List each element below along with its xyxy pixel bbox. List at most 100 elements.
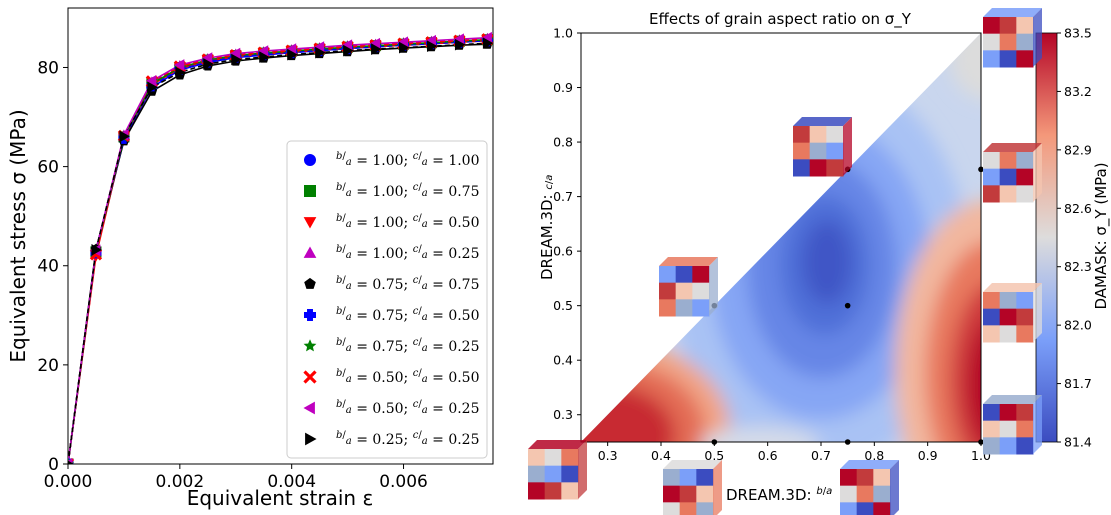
legend-label: b/a = 1.00; c/a = 0.25 [336, 244, 480, 262]
microstructure-cube [983, 283, 1042, 343]
legend-label: b/a = 0.50; c/a = 0.25 [336, 399, 480, 417]
right-x-tick-label: 0.4 [651, 448, 671, 463]
left-y-tick-label: 40 [37, 257, 59, 277]
right-chart-title: Effects of grain aspect ratio on σ_Y [649, 10, 912, 29]
right-x-tick-label: 0.3 [598, 448, 618, 463]
colorbar-tick-label: 82.6 [1064, 201, 1092, 216]
data-point [304, 154, 316, 166]
left-y-tick-label: 20 [37, 356, 59, 376]
data-point [454, 38, 466, 51]
legend-label: b/a = 1.00; c/a = 0.50 [336, 213, 480, 231]
aspect-ratio-contour-chart: Effects of grain aspect ratio on σ_Y [528, 8, 1111, 515]
colorbar-tick-label: 81.4 [1064, 435, 1092, 450]
right-y-tick-label: 1.0 [553, 26, 573, 41]
data-point [119, 130, 130, 143]
colorbar: 81.4 81.7 82.0 82.3 82.6 82.9 83.2 83.5 DAMASK:… [1035, 26, 1111, 450]
microstructure-cube [983, 143, 1042, 203]
left-x-axis-label: Equivalent strain ε [187, 486, 374, 510]
data-point [147, 81, 158, 94]
right-y-axis-label: DREAM.3D: c/a [538, 175, 556, 280]
left-y-axis-label: Equivalent stress σ (MPa) [6, 109, 30, 362]
right-y-ticks: 0.3 0.4 0.5 0.6 0.7 0.8 0.9 1.0 [553, 26, 581, 422]
colorbar-ticks: 81.4 81.7 82.0 82.3 82.6 82.9 83.2 83.5 [1057, 26, 1092, 450]
microstructure-cube [840, 460, 899, 515]
microstructure-cube [793, 117, 852, 177]
left-x-tick-label: 0.000 [44, 472, 93, 492]
right-y-tick-label: 0.8 [553, 135, 573, 150]
series-line [68, 42, 488, 464]
left-y-ticks: 0 20 40 60 80 [37, 58, 68, 475]
right-x-ticks: 0.3 0.4 0.5 0.6 0.7 0.8 0.9 1.0 [598, 442, 991, 463]
microstructure-cube [983, 395, 1042, 455]
colorbar-tick-label: 82.9 [1064, 142, 1092, 157]
right-x-axis-prefix: DREAM.3D: [726, 486, 812, 504]
sample-point [844, 302, 851, 309]
right-x-axis-label: DREAM.3D: b/a [726, 486, 832, 504]
data-point [175, 66, 186, 79]
data-point [91, 244, 102, 256]
colorbar-gradient [1035, 32, 1058, 443]
data-point [203, 58, 214, 70]
data-point [304, 277, 316, 289]
data-point [303, 370, 317, 384]
data-point [287, 48, 298, 61]
data-point [305, 432, 317, 446]
left-y-tick-label: 60 [37, 158, 59, 178]
right-plot-frame [580, 32, 982, 443]
data-point [145, 75, 157, 87]
right-y-axis-prefix: DREAM.3D: [538, 194, 556, 280]
right-x-tick-label: 0.9 [918, 448, 938, 463]
data-point [399, 41, 410, 54]
legend-label: b/a = 1.00; c/a = 0.75 [336, 182, 480, 200]
left-y-tick-label: 0 [48, 455, 59, 475]
left-y-tick-label: 80 [37, 58, 59, 78]
series-line [68, 36, 488, 464]
data-point [303, 339, 317, 352]
colorbar-label: DAMASK: σ_Y (MPa) [1092, 162, 1111, 309]
data-point [173, 59, 185, 71]
legend-label: b/a = 0.50; c/a = 0.50 [336, 368, 480, 386]
colorbar-tick-label: 83.5 [1064, 26, 1092, 41]
data-point [68, 460, 75, 464]
data-point [231, 53, 242, 66]
colorbar-tick-label: 83.2 [1064, 84, 1092, 99]
colorbar-tick-label: 82.3 [1064, 259, 1092, 274]
microstructure-cube [528, 440, 587, 500]
data-point [303, 217, 317, 229]
left-series-markers [68, 31, 493, 464]
data-point [315, 46, 326, 59]
data-point [304, 309, 316, 321]
left-x-tick-label: 0.002 [156, 472, 205, 492]
data-point [426, 40, 438, 53]
colorbar-tick-label: 82.0 [1064, 318, 1092, 333]
legend-box [286, 140, 488, 459]
left-x-ticks: 0.000 0.002 0.004 0.006 [44, 464, 428, 492]
microstructure-cube [659, 257, 718, 317]
right-x-tick-label: 0.8 [864, 448, 884, 463]
right-x-tick-label: 0.7 [811, 448, 831, 463]
legend-label: b/a = 0.25; c/a = 0.25 [336, 430, 480, 448]
left-x-tick-label: 0.006 [379, 472, 428, 492]
right-y-tick-label: 0.6 [553, 244, 573, 259]
data-point [303, 246, 317, 258]
right-x-tick-label: 0.6 [758, 448, 778, 463]
data-point [259, 51, 270, 63]
legend-label: b/a = 0.75; c/a = 0.75 [336, 275, 480, 293]
data-point [304, 185, 316, 197]
legend-label: b/a = 0.75; c/a = 0.25 [336, 337, 480, 355]
data-point [482, 37, 493, 50]
left-series-lines [68, 36, 488, 464]
sample-point [978, 166, 984, 173]
microstructure-cube [983, 8, 1042, 68]
legend: b/a = 1.00; c/a = 1.00 b/a = 1.00; c/a = … [286, 140, 488, 459]
left-x-tick-label: 0.004 [267, 472, 316, 492]
stress-strain-chart: 0.000 0.002 0.004 0.006 0 20 40 60 80 Equivalen… [6, 7, 494, 510]
right-x-tick-label: 0.5 [704, 448, 724, 463]
legend-label: b/a = 0.75; c/a = 0.50 [336, 306, 480, 324]
microstructure-cube [663, 460, 722, 515]
data-point [343, 44, 354, 57]
right-y-tick-label: 0.7 [553, 189, 573, 204]
right-y-tick-label: 0.4 [553, 353, 573, 368]
data-point [371, 43, 382, 55]
